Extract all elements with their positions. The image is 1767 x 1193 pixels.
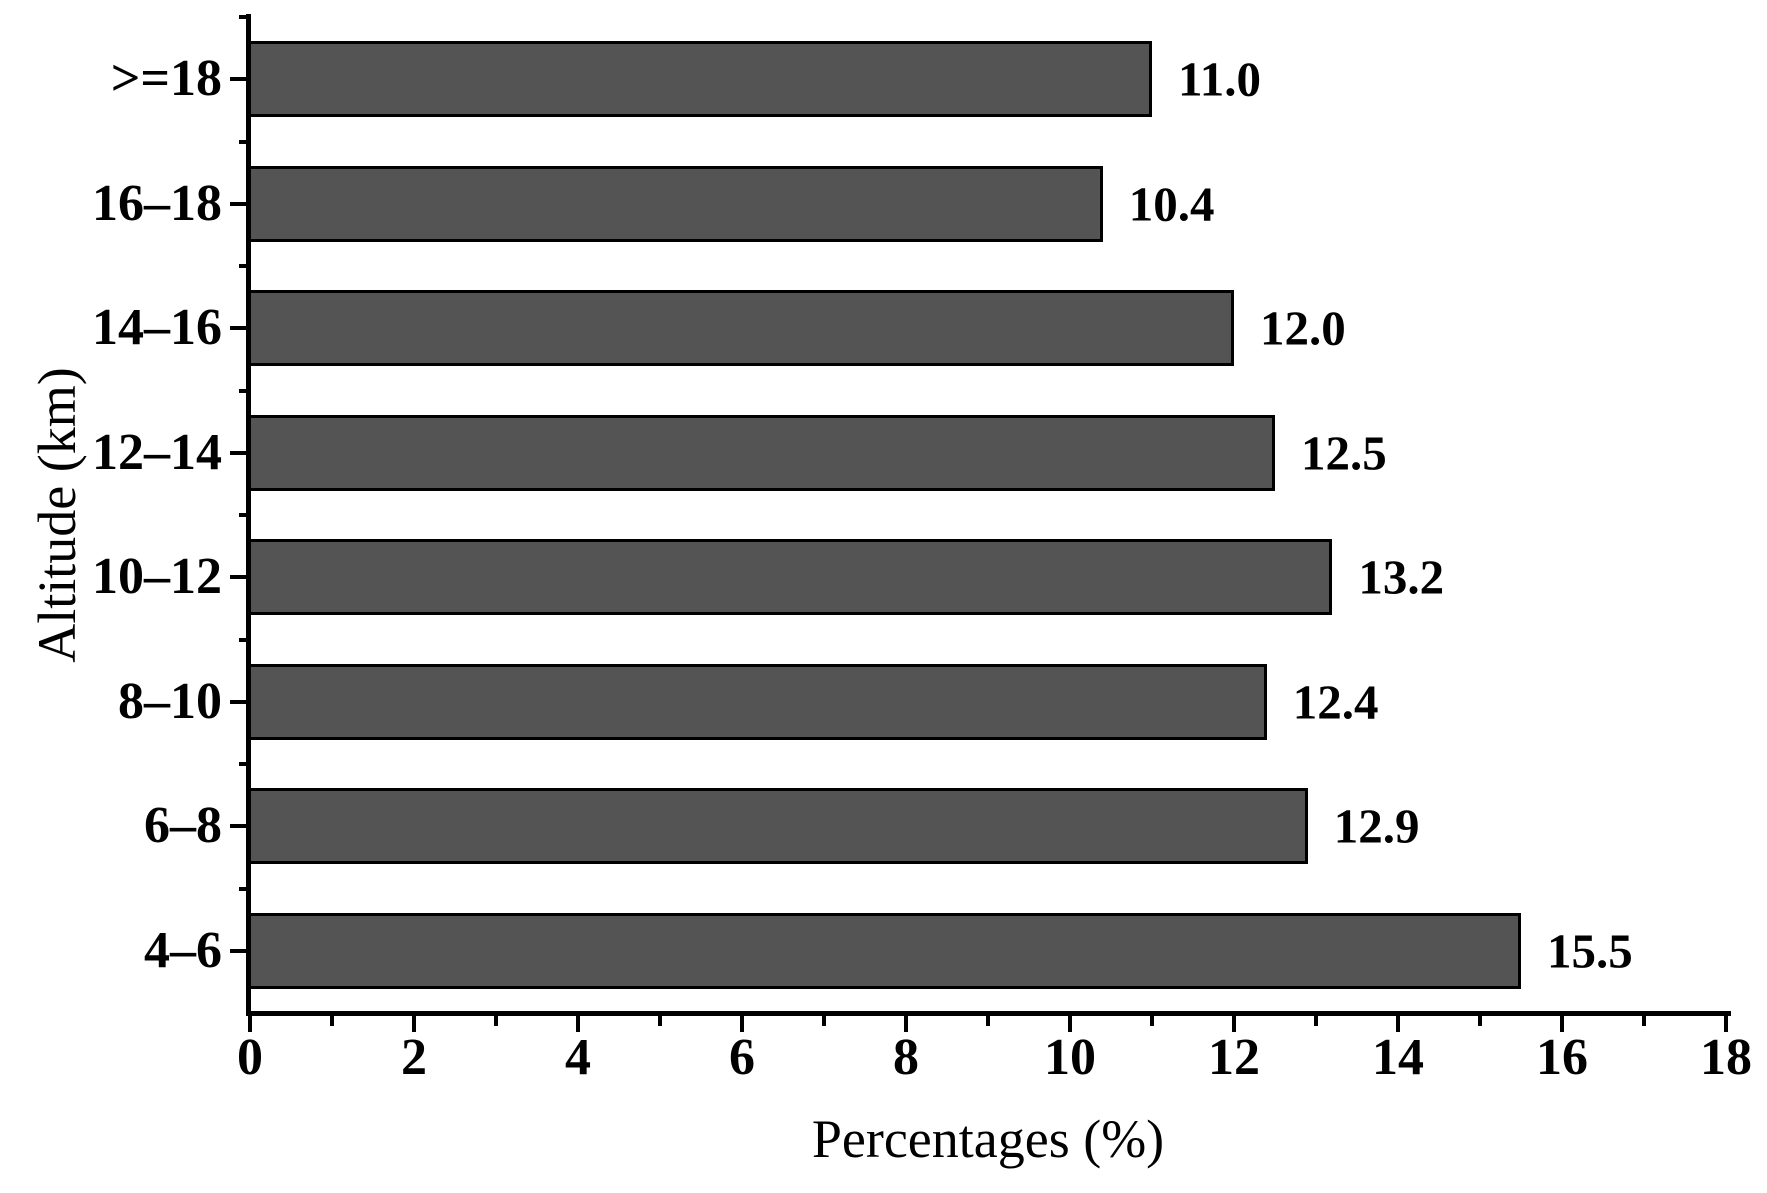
bar-value-label: 11.0 <box>1178 51 1262 107</box>
bar-value-label: 12.0 <box>1260 300 1346 356</box>
y-major-tick <box>230 699 250 704</box>
x-major-tick <box>1724 1016 1728 1032</box>
x-minor-tick <box>822 1016 826 1026</box>
x-major-tick <box>1396 1016 1400 1032</box>
x-minor-tick <box>1642 1016 1646 1026</box>
y-minor-tick <box>239 264 250 268</box>
x-tick-label: 10 <box>1044 1029 1096 1086</box>
bar-value-label: 10.4 <box>1128 176 1215 232</box>
y-axis-title: Altitude (km) <box>27 367 87 663</box>
bar <box>248 788 1308 865</box>
x-minor-tick <box>1478 1016 1482 1026</box>
x-minor-tick <box>1314 1016 1318 1026</box>
category-tick-label: 6–8 <box>144 797 222 855</box>
y-major-tick <box>230 450 250 455</box>
x-tick-label: 14 <box>1372 1029 1424 1086</box>
bar-value-label: 12.9 <box>1333 798 1420 854</box>
x-tick-label: 12 <box>1208 1029 1260 1086</box>
bar-value-label: 12.5 <box>1301 425 1387 481</box>
y-minor-tick <box>239 15 250 19</box>
x-axis-title: Percentages (%) <box>811 1109 1165 1169</box>
x-tick-label: 0 <box>237 1029 263 1086</box>
category-tick-label: 12–14 <box>92 423 222 481</box>
y-major-tick <box>230 575 250 580</box>
x-minor-tick <box>1150 1016 1154 1026</box>
category-tick-label: >=18 <box>110 50 222 108</box>
y-minor-tick <box>239 388 250 393</box>
x-minor-tick <box>658 1016 662 1026</box>
bar <box>248 539 1333 616</box>
bar <box>248 290 1234 367</box>
x-major-tick <box>904 1016 908 1032</box>
x-minor-tick <box>494 1016 498 1026</box>
x-tick-label: 8 <box>893 1029 919 1086</box>
x-tick-label: 4 <box>565 1029 591 1086</box>
y-major-tick <box>230 77 250 82</box>
bar-value-label: 12.4 <box>1292 674 1379 730</box>
y-minor-tick <box>239 637 250 642</box>
category-tick-label: 16–18 <box>92 174 222 232</box>
x-minor-tick <box>330 1016 334 1026</box>
y-major-tick <box>230 948 250 953</box>
y-minor-tick <box>239 886 250 891</box>
bar <box>248 41 1152 118</box>
x-major-tick <box>412 1016 416 1032</box>
x-major-tick <box>1232 1016 1236 1032</box>
x-tick-label: 16 <box>1536 1029 1588 1086</box>
category-tick-label: 14–16 <box>92 299 222 357</box>
bar-value-label: 15.5 <box>1547 923 1633 979</box>
y-minor-tick <box>239 513 250 517</box>
bar-value-label: 13.2 <box>1358 549 1445 605</box>
x-axis-line <box>246 1011 1731 1016</box>
x-major-tick <box>576 1016 580 1032</box>
bar <box>248 414 1275 491</box>
x-major-tick <box>740 1016 744 1032</box>
y-major-tick <box>230 326 250 331</box>
x-major-tick <box>1068 1016 1072 1032</box>
bar <box>248 912 1521 989</box>
y-minor-tick <box>239 139 250 144</box>
category-tick-label: 10–12 <box>92 548 222 606</box>
x-tick-label: 6 <box>729 1029 755 1086</box>
x-major-tick <box>1560 1016 1564 1032</box>
category-tick-label: 4–6 <box>144 921 222 979</box>
x-major-tick <box>248 1016 252 1032</box>
x-tick-label: 2 <box>401 1029 427 1086</box>
x-minor-tick <box>986 1016 990 1026</box>
bar <box>248 663 1267 740</box>
category-tick-label: 8–10 <box>118 672 222 730</box>
y-major-tick <box>230 201 250 206</box>
x-tick-label: 18 <box>1700 1029 1752 1086</box>
y-minor-tick <box>239 762 250 766</box>
y-major-tick <box>230 824 250 829</box>
bar <box>248 165 1103 242</box>
